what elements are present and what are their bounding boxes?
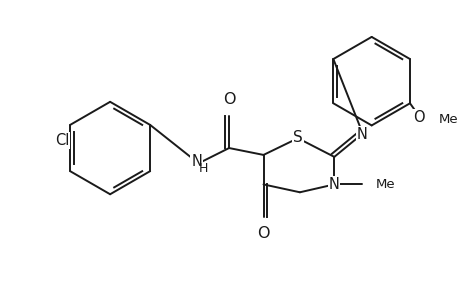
Text: N: N bbox=[356, 127, 366, 142]
Text: N: N bbox=[328, 177, 339, 192]
Text: O: O bbox=[222, 92, 235, 107]
Text: N: N bbox=[191, 154, 202, 169]
Text: O: O bbox=[257, 226, 269, 241]
Text: S: S bbox=[292, 130, 302, 145]
Text: Me: Me bbox=[437, 113, 457, 126]
Text: Me: Me bbox=[375, 178, 394, 191]
Text: Cl: Cl bbox=[55, 133, 69, 148]
Text: O: O bbox=[412, 110, 424, 125]
Text: H: H bbox=[198, 162, 208, 175]
